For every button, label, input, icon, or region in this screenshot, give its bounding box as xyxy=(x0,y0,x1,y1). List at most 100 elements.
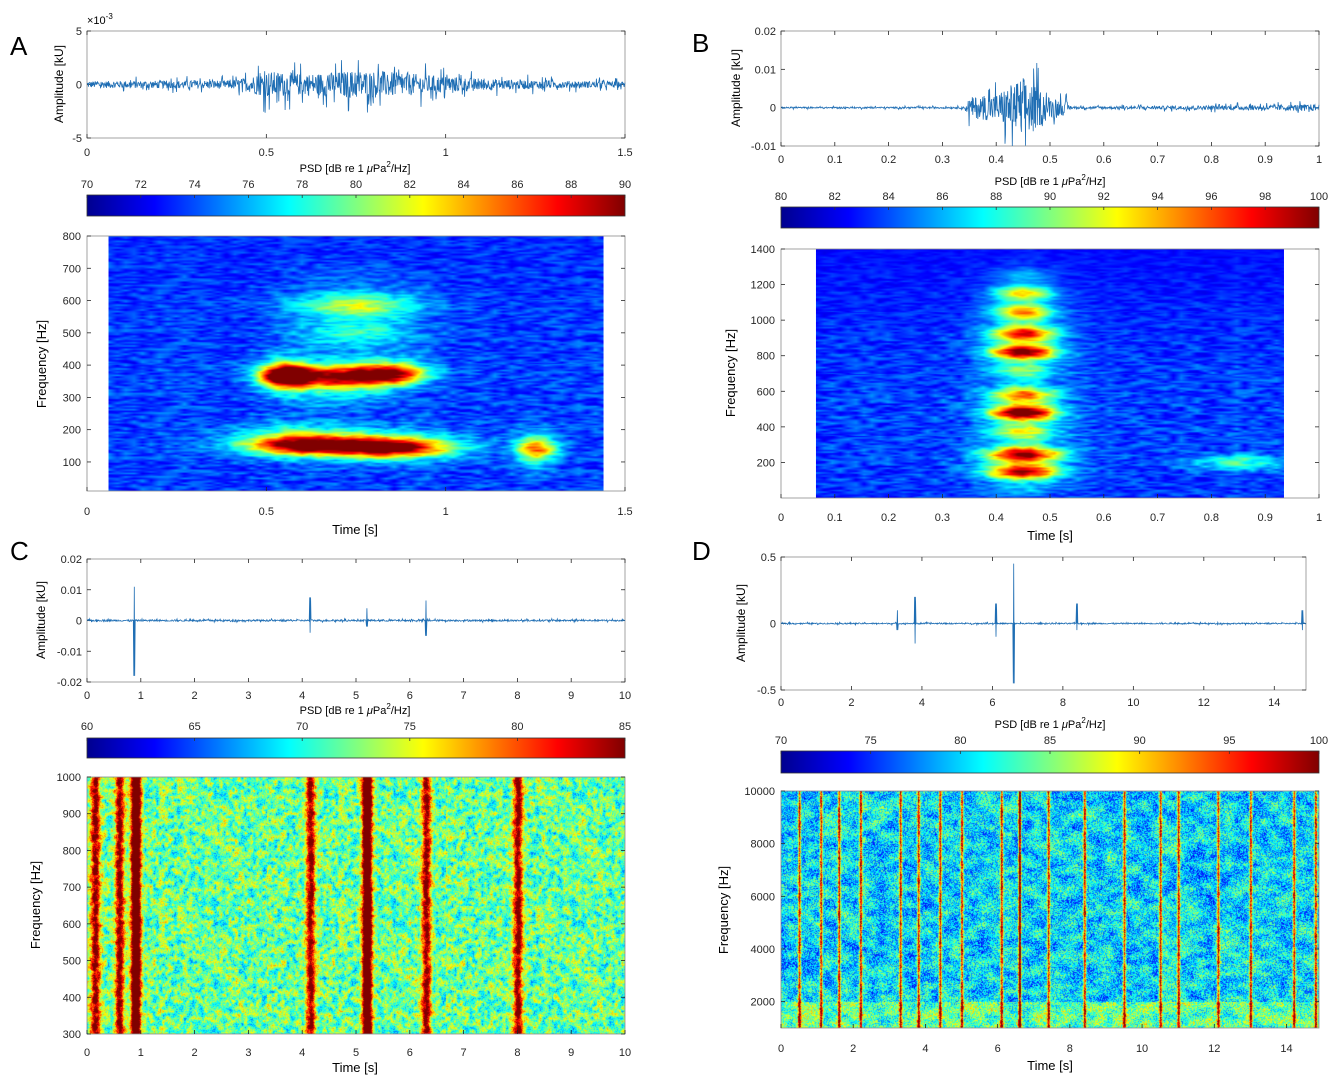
spectrogram-image xyxy=(87,777,625,1034)
waveform-trace xyxy=(86,586,626,676)
waveform-y-tick-label: 0 xyxy=(770,103,776,115)
spectrogram-image xyxy=(781,791,1319,1028)
spectrogram-x-tick-label: 12 xyxy=(1208,1043,1220,1055)
waveform-axes-a: 0 0.5 1 1.550-5 xyxy=(72,26,632,159)
spectrogram-xlabel-b: Time [s] xyxy=(1027,528,1073,543)
panel-label-c: C xyxy=(10,536,29,566)
spectrogram-x-tick-label: 0.6 xyxy=(1096,512,1111,524)
colorbar-tick-label: 100 xyxy=(1310,735,1328,747)
colorbar-tick-label: 74 xyxy=(188,179,200,191)
waveform-y-tick-label: -5 xyxy=(72,133,82,145)
waveform-y-tick-label: -0.01 xyxy=(751,141,776,153)
spectrogram-y-tick-label: 400 xyxy=(63,992,81,1004)
colorbar-tick-label: 80 xyxy=(511,721,523,733)
colorbar-tick-label: 80 xyxy=(350,179,362,191)
waveform-x-tick-label: 12 xyxy=(1198,697,1210,709)
spectrogram-xlabel-d: Time [s] xyxy=(1027,1058,1073,1073)
colorbar-tick-label: 90 xyxy=(619,179,631,191)
spectrogram-y-tick-label: 1000 xyxy=(57,772,81,784)
waveform-x-tick-label: 0 xyxy=(778,154,784,166)
waveform-x-tick-label: 8 xyxy=(514,690,520,702)
waveform-ylabel-b: Amplitude [kU] xyxy=(729,49,743,127)
spectrogram-x-tick-label: 0 xyxy=(84,506,90,518)
colorbar-tick-label: 65 xyxy=(188,721,200,733)
panel-d: D 0 2 4 6 8 10 12 140.50-0.5 Amplitude [kU] PSD… xyxy=(692,536,1328,1073)
spectrogram-x-tick-label: 0.8 xyxy=(1204,512,1219,524)
colorbar-tick-label: 100 xyxy=(1310,191,1328,203)
waveform-x-tick-label: 0.5 xyxy=(259,147,274,159)
waveform-x-tick-label: 0.1 xyxy=(827,154,842,166)
waveform-trace xyxy=(780,563,1307,684)
waveform-x-tick-label: 9 xyxy=(568,690,574,702)
waveform-x-tick-label: 14 xyxy=(1268,697,1280,709)
colorbar-tick-label: 85 xyxy=(619,721,631,733)
spectrogram-x-tick-label: 1.5 xyxy=(617,506,632,518)
colorbar-gradient xyxy=(86,737,626,759)
colorbar-tick-label: 70 xyxy=(775,735,787,747)
colorbar-tick-label: 98 xyxy=(1259,191,1271,203)
waveform-x-tick-label: 8 xyxy=(1060,697,1066,709)
colorbar-label-b: PSD [dB re 1 μPa2/Hz] xyxy=(995,173,1106,188)
colorbar-tick-label: 90 xyxy=(1134,735,1146,747)
spectrogram-x-tick-label: 0.3 xyxy=(935,512,950,524)
spectrogram-x-tick-label: 4 xyxy=(922,1043,928,1055)
colorbar-tick-label: 80 xyxy=(775,191,787,203)
spectrogram-axes-b: 0 0.1 0.2 0.3 0.4 0.5 0.6 0.7 0.8 0.9 1 1400 1200 100… xyxy=(751,244,1323,524)
spectrogram-y-tick-label: 200 xyxy=(63,425,81,437)
spectrogram-x-tick-label: 1 xyxy=(443,506,449,518)
colorbar-tick-label: 80 xyxy=(954,735,966,747)
colorbar-tick-label: 60 xyxy=(81,721,93,733)
colorbar-tick-label: 82 xyxy=(404,179,416,191)
waveform-x-tick-label: 0.9 xyxy=(1258,154,1273,166)
waveform-axes-c: 0 1 2 3 4 5 6 7 8 9 10 0.02 0.01 0 -0.01 -0.02 xyxy=(57,554,631,702)
spectrogram-ylabel-a: Frequency [Hz] xyxy=(34,320,49,408)
waveform-x-tick-label: 0.5 xyxy=(1042,154,1057,166)
waveform-y-tick-label: -0.5 xyxy=(757,685,776,697)
spectrogram-y-tick-label: 700 xyxy=(63,882,81,894)
colorbar-tick-label: 86 xyxy=(936,191,948,203)
colorbar-tick-label: 88 xyxy=(565,179,577,191)
waveform-frame xyxy=(780,30,1320,147)
waveform-x-tick-label: 5 xyxy=(353,690,359,702)
spectrogram-y-tick-label: 600 xyxy=(63,296,81,308)
spectrogram-x-tick-label: 0 xyxy=(778,1043,784,1055)
spectrogram-y-tick-label: 6000 xyxy=(751,891,775,903)
spectrogram-y-tick-label: 4000 xyxy=(751,944,775,956)
spectrogram-y-tick-label: 1000 xyxy=(751,315,775,327)
waveform-x-tick-label: 6 xyxy=(989,697,995,709)
waveform-y-tick-label: 0 xyxy=(770,619,776,631)
panel-label-b: B xyxy=(692,28,709,58)
spectrogram-y-tick-label: 900 xyxy=(63,809,81,821)
spectrogram-y-tick-label: 800 xyxy=(63,231,81,243)
waveform-y-tick-label: 0.02 xyxy=(755,26,776,38)
colorbar-tick-label: 70 xyxy=(296,721,308,733)
colorbar-label-c: PSD [dB re 1 μPa2/Hz] xyxy=(300,702,411,717)
spectrogram-x-tick-label: 10 xyxy=(619,1047,631,1059)
spectrogram-x-tick-label: 1 xyxy=(138,1047,144,1059)
spectrogram-x-tick-label: 6 xyxy=(995,1043,1001,1055)
spectrogram-y-tick-label: 10000 xyxy=(744,786,775,798)
waveform-x-tick-label: 1.5 xyxy=(617,147,632,159)
spectrogram-image xyxy=(815,249,1284,498)
spectrogram-x-tick-label: 1 xyxy=(1316,512,1322,524)
waveform-x-tick-label: 0 xyxy=(778,697,784,709)
waveform-x-tick-label: 10 xyxy=(1127,697,1139,709)
waveform-x-tick-label: 0.4 xyxy=(989,154,1004,166)
colorbar-tick-label: 75 xyxy=(865,735,877,747)
waveform-x-tick-label: 4 xyxy=(299,690,305,702)
waveform-x-tick-label: 0 xyxy=(84,690,90,702)
waveform-trace xyxy=(780,62,1320,147)
waveform-y-tick-label: 0 xyxy=(76,80,82,92)
waveform-ylabel-a: Amplitude [kU] xyxy=(52,45,66,123)
colorbar-a: 70 72 74 76 78 80 82 84 86 88 90 xyxy=(81,179,631,217)
colorbar-tick-label: 88 xyxy=(990,191,1002,203)
spectrogram-x-tick-label: 7 xyxy=(461,1047,467,1059)
waveform-y-tick-label: -0.01 xyxy=(57,646,82,658)
spectrogram-y-tick-label: 8000 xyxy=(751,839,775,851)
colorbar-b: 80 82 84 86 88 90 92 94 96 98 100 xyxy=(775,191,1328,229)
spectrogram-axes-c: 0 1 2 3 4 5 6 7 8 9 10 1000 900 800 700 600 500 400 300 xyxy=(57,772,632,1059)
waveform-x-tick-label: 3 xyxy=(245,690,251,702)
colorbar-tick-label: 96 xyxy=(1205,191,1217,203)
spectrogram-x-tick-label: 0.5 xyxy=(259,506,274,518)
